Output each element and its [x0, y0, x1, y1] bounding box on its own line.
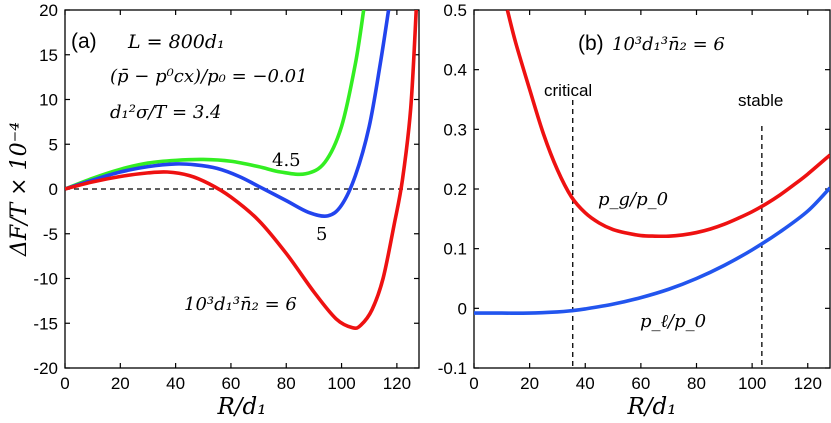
- x-tick-label: 0: [469, 374, 478, 393]
- y-tick-label: 5: [49, 135, 58, 154]
- y-tick-label: 0.1: [443, 240, 467, 259]
- y-tick-label: 0: [458, 299, 467, 318]
- x-tick-label: 60: [221, 374, 240, 393]
- x-tick-label: 20: [520, 374, 539, 393]
- y-tick-label: 0.2: [443, 180, 467, 199]
- panel-a-y-axis-title: ΔF/T × 10⁻⁴: [7, 122, 32, 257]
- curve-label-pg: p_g/p_0: [598, 189, 668, 210]
- x-tick-label: 80: [687, 374, 706, 393]
- series-line-b-0: [505, 10, 830, 239]
- series-line-a-1: [65, 10, 391, 218]
- y-tick-label: 0.3: [443, 120, 467, 139]
- curve-label-5: 5: [316, 224, 327, 245]
- y-tick-label: 0.5: [443, 1, 467, 20]
- param-pressure-offset: (p̄ − p⁰cx)/p₀ = −0.01: [110, 66, 308, 87]
- series-line-b-1: [474, 186, 830, 315]
- y-tick-label: -20: [33, 359, 58, 378]
- x-tick-label: 100: [327, 374, 355, 393]
- series-line-a-2: [65, 10, 419, 330]
- panel-b: 0 20 40 60 80 100 120 0.50.40.30.20.10-0.1 (b)…: [438, 1, 831, 420]
- curve-label-pl: p_ℓ/p_0: [640, 311, 706, 332]
- param-length: L = 800d₁: [127, 31, 225, 53]
- x-tick-label: 40: [166, 374, 185, 393]
- panel-a-label: (a): [71, 30, 97, 53]
- y-tick-label: 10: [39, 91, 58, 110]
- x-tick-label: 120: [794, 374, 822, 393]
- y-tick-label: 20: [39, 1, 58, 20]
- x-tick-label: 120: [383, 374, 411, 393]
- curve-label-4-5: 4.5: [272, 150, 301, 171]
- x-tick-label: 0: [60, 374, 69, 393]
- y-tick-label: -0.1: [438, 359, 467, 378]
- y-tick-label: 0.4: [443, 61, 467, 80]
- x-tick-label: 40: [576, 374, 595, 393]
- y-tick-label: -5: [43, 225, 58, 244]
- x-tick-label: 80: [277, 374, 296, 393]
- series-line-a-0: [65, 10, 366, 191]
- critical-label: critical: [544, 81, 592, 100]
- y-tick-label: -10: [33, 270, 58, 289]
- panel-b-label: (b): [578, 32, 604, 55]
- panel-b-density-annotation: 10³d₁³n̄₂ = 6: [612, 34, 725, 55]
- x-tick-label: 100: [738, 374, 766, 393]
- stable-label: stable: [738, 91, 783, 110]
- panel-a-x-axis-title: R/d₁: [216, 394, 266, 420]
- x-tick-label: 60: [631, 374, 650, 393]
- panel-b-x-axis-title: R/d₁: [626, 394, 676, 420]
- y-tick-label: -15: [33, 314, 58, 333]
- y-tick-label: 0: [49, 180, 58, 199]
- param-surface-tension: d₁²σ/T = 3.4: [110, 102, 221, 123]
- y-tick-label: 15: [39, 46, 58, 65]
- curve-label-6: 10³d₁³n̄₂ = 6: [184, 294, 297, 315]
- x-tick-label: 20: [111, 374, 130, 393]
